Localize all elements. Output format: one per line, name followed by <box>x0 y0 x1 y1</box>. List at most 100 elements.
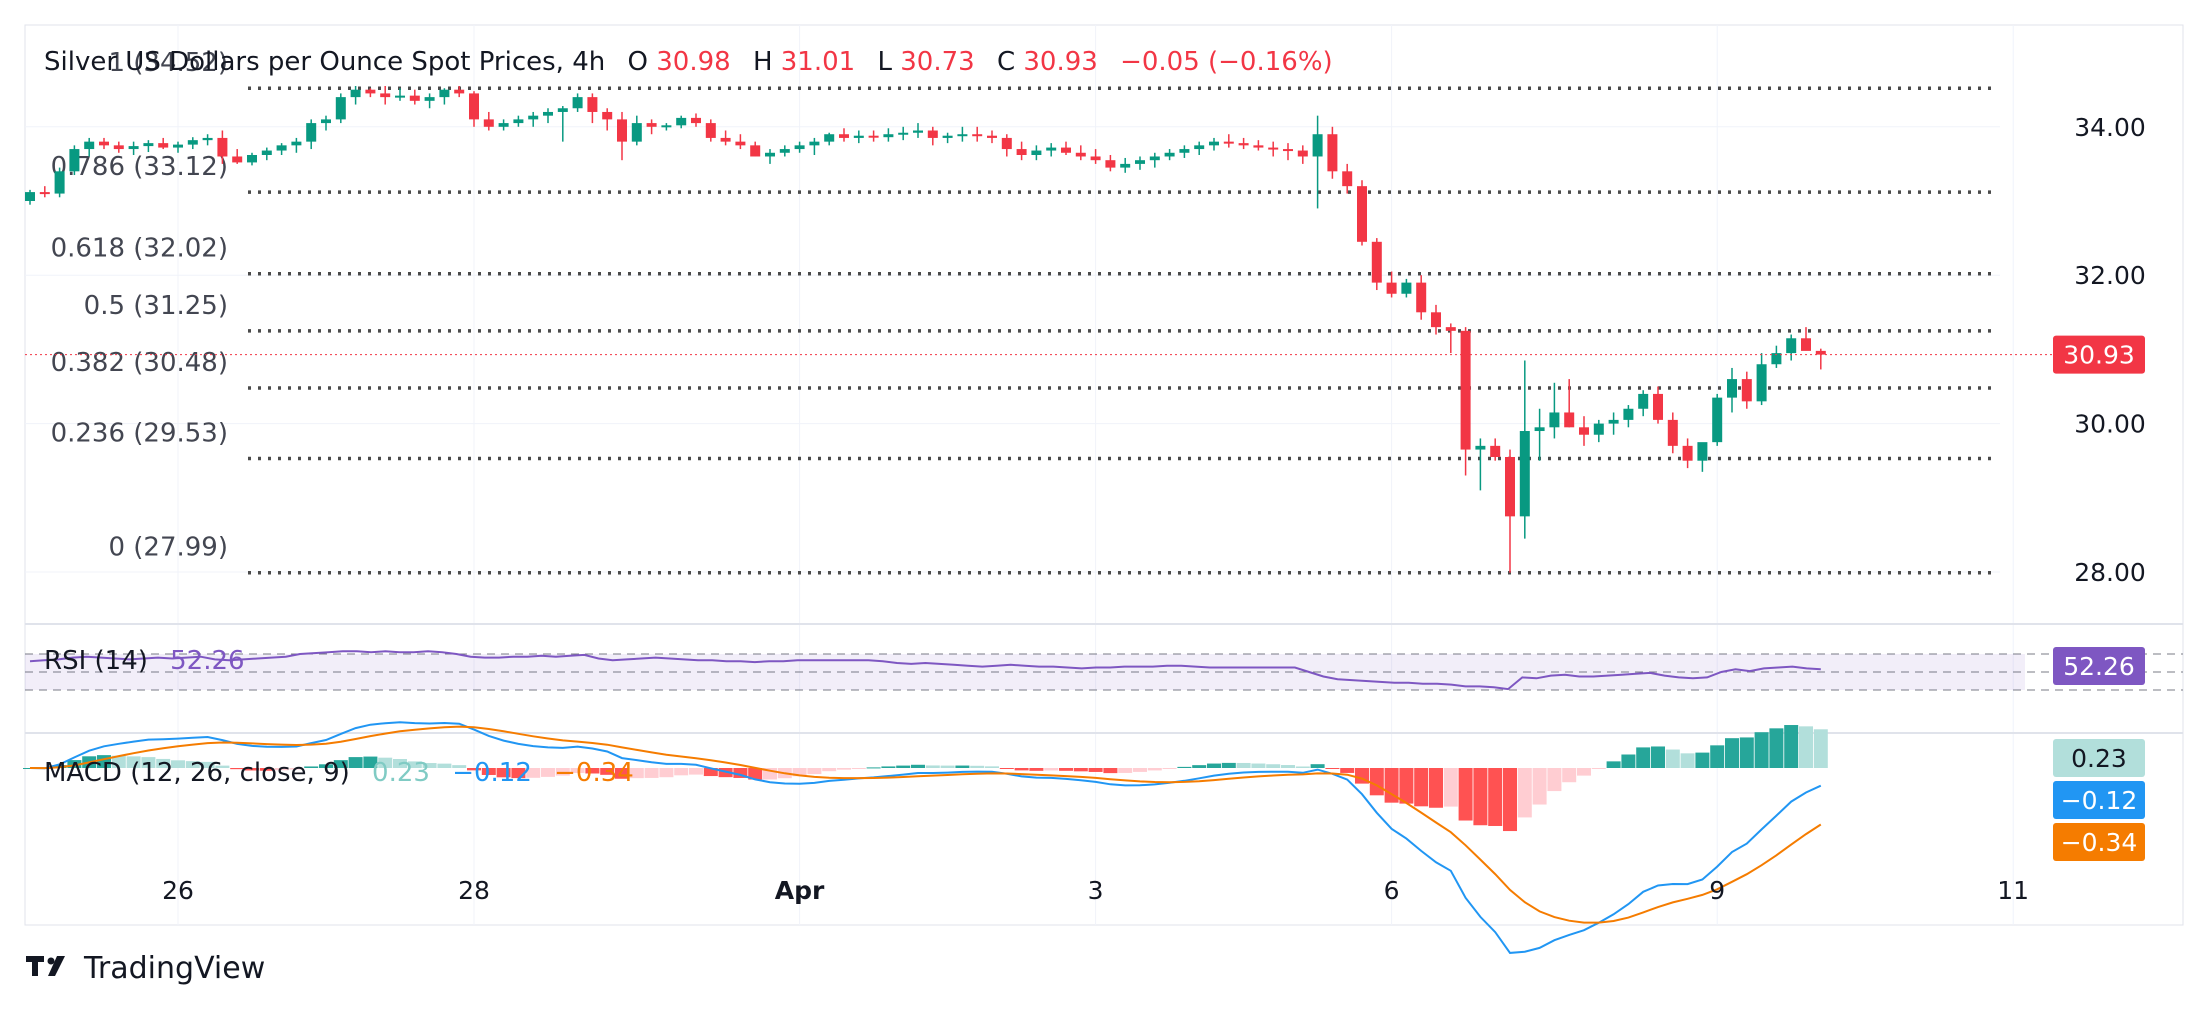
macd-hist-bar <box>1177 766 1192 768</box>
candle-body <box>720 137 731 142</box>
candle-body <box>1505 456 1515 517</box>
candle-body <box>513 119 524 124</box>
candle-body <box>128 146 139 150</box>
open-value: 30.98 <box>656 47 730 77</box>
last-price-label: 30.93 <box>2063 341 2135 370</box>
time-tick-label: 28 <box>458 876 490 905</box>
macd-hist-bar <box>1414 768 1429 807</box>
candle-body <box>439 89 450 98</box>
macd-hist-bar <box>896 765 911 768</box>
candle-body <box>247 154 257 163</box>
macd-hist-bar <box>1236 762 1251 768</box>
price-tick-label: 34.00 <box>2074 113 2146 142</box>
candle-body <box>1283 149 1293 152</box>
candle-body <box>1001 137 1012 150</box>
candle-body <box>528 115 539 120</box>
rsi-levels <box>25 653 2183 691</box>
candle-body <box>69 149 80 172</box>
fib-label: 0 (27.99) <box>108 533 228 563</box>
macd-hist-bar <box>748 768 763 780</box>
macd-hist-bar <box>1769 728 1784 768</box>
candle-body <box>1164 152 1175 157</box>
macd-hist-bar <box>659 768 674 778</box>
candle-body <box>987 135 997 138</box>
candle-body <box>54 171 65 194</box>
macd-hist-bar <box>866 767 881 769</box>
candle-body <box>883 134 894 138</box>
tradingview-logo-icon <box>26 956 44 976</box>
candle-body <box>276 145 287 151</box>
candle-body <box>1801 338 1811 351</box>
macd-hist-bar <box>1133 768 1147 772</box>
macd-hist-bar <box>1073 768 1088 772</box>
macd-hist-bar <box>1221 762 1236 768</box>
macd-hist-bar <box>1547 768 1562 792</box>
time-tick-label: 3 <box>1088 876 1104 905</box>
macd-hist-bar <box>703 768 718 777</box>
macd-hist-bar <box>629 768 644 779</box>
candle-body <box>809 141 820 146</box>
macd-line <box>29 721 1822 954</box>
macd-hist-bar <box>126 756 141 768</box>
candle-body <box>1371 241 1382 283</box>
macd-hist-bar <box>111 755 126 768</box>
tradingview-logo[interactable]: TradingView <box>26 951 265 986</box>
macd-hist-bar <box>1503 768 1517 832</box>
candle-body <box>1712 397 1723 443</box>
macd-hist-bar <box>1295 766 1310 768</box>
rsi-value-label: 52.26 <box>2063 652 2135 681</box>
macd-hist-bar <box>911 764 925 768</box>
macd-hist-bar <box>200 761 215 768</box>
macd-hist-bar <box>67 760 82 768</box>
macd-hist-bar <box>600 768 615 775</box>
candle-body <box>1312 134 1323 157</box>
change-value: −0.05 (−0.16%) <box>1120 47 1333 77</box>
candle-body <box>1342 171 1353 187</box>
macd-hist-bar <box>999 768 1014 769</box>
candle-body <box>1194 145 1205 150</box>
time-axis: 26 28 Apr 3 6 9 11 <box>162 876 2029 905</box>
candle-body <box>1815 350 1826 355</box>
macd-hist-bar <box>851 768 866 769</box>
tradingview-logo-text: TradingView <box>83 951 265 986</box>
macd-hist-bar <box>1369 768 1384 796</box>
candle-body <box>942 135 953 138</box>
macd-hist-bar <box>881 766 896 768</box>
candle-body <box>1727 379 1737 398</box>
candle-body <box>321 119 331 124</box>
macd-hist-bar <box>955 765 970 768</box>
macd-hist-bar <box>1621 754 1636 768</box>
candle-body <box>1786 338 1797 354</box>
candle-body <box>705 123 716 138</box>
macd-hist-bar <box>467 768 481 771</box>
candle-body <box>587 97 598 112</box>
candle-body <box>261 150 272 155</box>
macd-hist-bar <box>1266 764 1281 768</box>
candle-body <box>1564 412 1575 428</box>
close-value: 30.93 <box>1023 47 1097 77</box>
candle-body <box>839 134 849 138</box>
candle-body <box>868 135 879 138</box>
candle-body <box>409 95 420 101</box>
macd-hist-bar <box>1725 738 1739 768</box>
macd-hist-bar <box>970 765 985 768</box>
candle-body <box>824 134 835 142</box>
candle-body <box>1623 408 1634 420</box>
candle-body <box>1075 152 1086 157</box>
macd-hist-bar <box>1458 768 1473 821</box>
candle-body <box>1519 431 1530 517</box>
candle-body <box>1268 147 1279 150</box>
candle-body <box>631 123 642 142</box>
candle-body <box>927 130 938 138</box>
macd-hist-bar <box>496 768 511 778</box>
candle-body <box>1105 160 1116 168</box>
macd-hist-bar <box>1399 768 1414 804</box>
candle-body <box>1431 312 1441 328</box>
macd-hist-bar <box>763 768 777 780</box>
candle-body <box>1401 282 1412 294</box>
candle-body <box>1741 379 1752 402</box>
macd-hist-bar <box>1591 768 1606 769</box>
candle-body <box>1534 427 1545 432</box>
candle-body <box>1608 419 1619 424</box>
candle-body <box>1653 393 1663 420</box>
